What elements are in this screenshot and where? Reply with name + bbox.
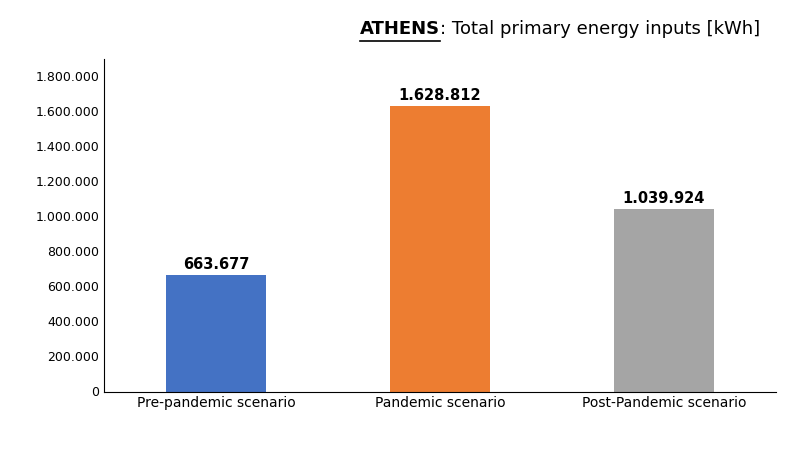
Text: 1.039.924: 1.039.924 xyxy=(623,191,705,206)
Bar xyxy=(614,209,714,392)
Text: ATHENS: ATHENS xyxy=(360,20,440,38)
Text: 663.677: 663.677 xyxy=(183,257,249,272)
Bar xyxy=(166,275,266,392)
Text: 1.628.812: 1.628.812 xyxy=(398,88,482,103)
Text: : Total primary energy inputs [kWh]: : Total primary energy inputs [kWh] xyxy=(440,20,760,38)
Bar xyxy=(390,106,490,392)
